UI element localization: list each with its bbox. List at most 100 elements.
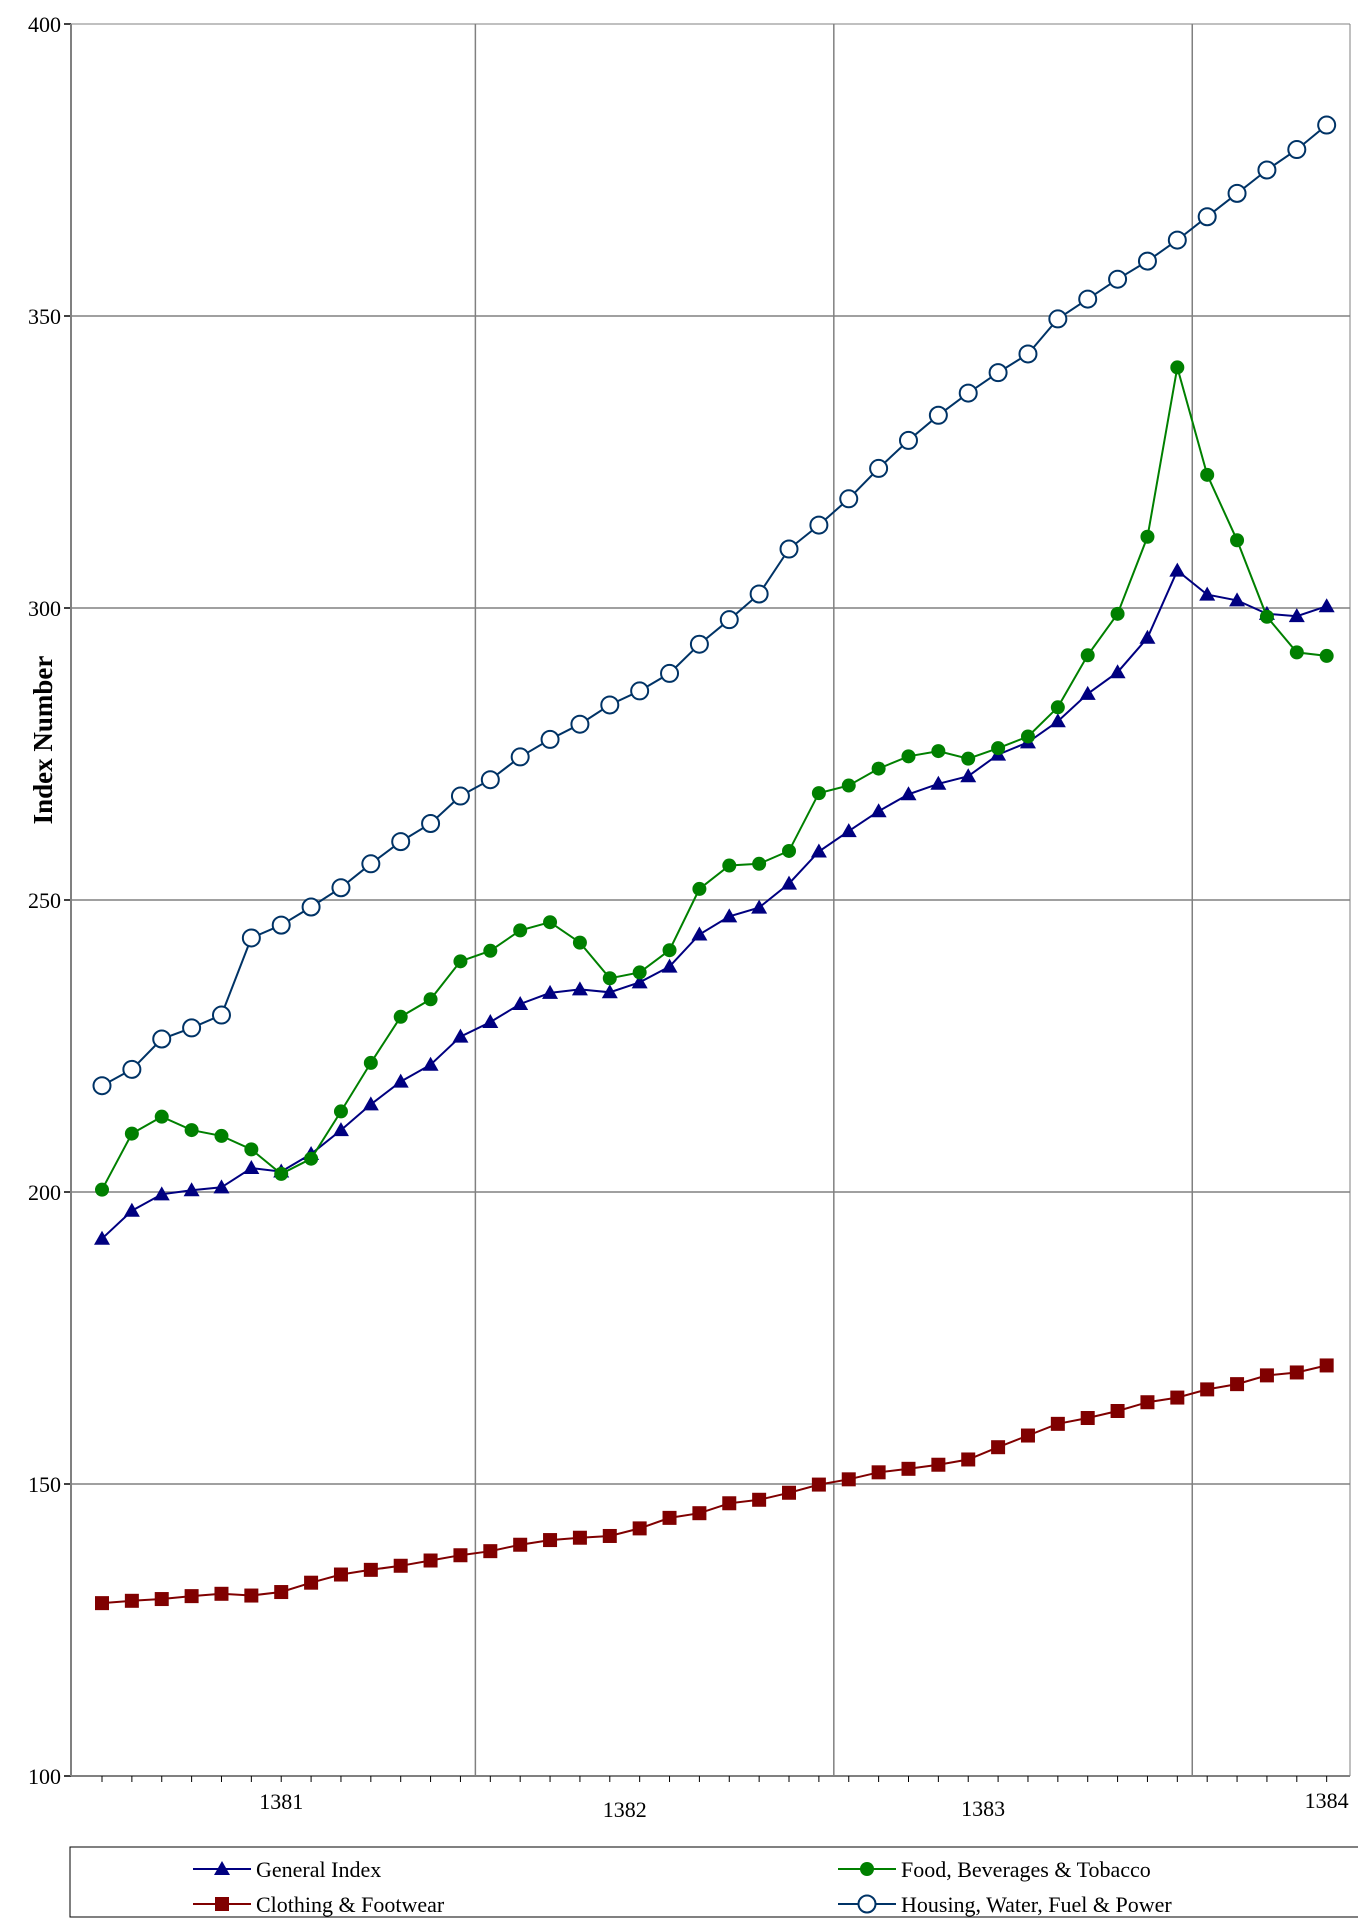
data-point — [692, 1506, 707, 1521]
data-point — [124, 1126, 139, 1141]
data-point — [721, 908, 738, 923]
legend-marker — [215, 1897, 229, 1911]
data-point — [512, 995, 529, 1010]
data-point — [1200, 1382, 1215, 1397]
data-point — [1287, 140, 1307, 160]
data-point — [1230, 1377, 1245, 1392]
legend: General Index Food, Beverages & Tobacco Cl… — [69, 1846, 1358, 1918]
data-point — [1200, 467, 1215, 482]
data-point — [988, 363, 1008, 383]
data-point — [928, 405, 948, 425]
data-point — [241, 928, 261, 948]
data-point — [1108, 269, 1128, 289]
data-point — [391, 832, 411, 852]
data-point — [304, 1575, 319, 1590]
data-point — [572, 1530, 587, 1545]
x-tick-label: 1382 — [603, 1797, 647, 1822]
data-point — [1230, 533, 1245, 548]
data-point — [1110, 606, 1125, 621]
y-tick-label: 300 — [28, 596, 61, 621]
data-point — [95, 1182, 109, 1197]
legend-item-housing-water-fuel-power: Housing, Water, Fuel & Power — [838, 1892, 1172, 1917]
data-point — [1197, 207, 1217, 227]
data-point — [1080, 648, 1095, 663]
data-point — [1020, 729, 1035, 744]
legend-item-general-index: General Index — [193, 1857, 381, 1882]
data-point — [751, 899, 768, 914]
data-point — [483, 943, 498, 958]
data-point — [1140, 529, 1155, 544]
grid-lines — [71, 24, 1350, 1776]
data-point — [542, 984, 559, 999]
data-point — [1227, 183, 1247, 203]
data-point — [95, 1596, 109, 1611]
data-point — [1079, 685, 1096, 700]
data-point — [1137, 251, 1157, 271]
data-point — [1289, 1365, 1304, 1380]
series-housing-water-fuel-power — [92, 115, 1337, 1096]
data-point — [214, 1586, 229, 1601]
data-point — [1199, 586, 1216, 601]
data-point — [722, 858, 737, 873]
data-point — [991, 1440, 1006, 1455]
data-point — [752, 856, 767, 871]
y-tick-label: 250 — [28, 888, 61, 913]
data-point — [123, 1202, 140, 1217]
data-point — [1318, 598, 1335, 613]
y-tick-label: 400 — [28, 12, 61, 37]
data-point — [662, 1510, 677, 1525]
legend-label: Clothing & Footwear — [256, 1892, 445, 1917]
data-point — [480, 770, 500, 790]
data-point — [661, 958, 678, 973]
data-point — [1319, 648, 1334, 663]
y-tick-label: 200 — [28, 1180, 61, 1205]
legend-marker — [214, 1861, 230, 1875]
data-point — [243, 1160, 260, 1175]
data-point — [931, 744, 946, 759]
data-point — [719, 610, 739, 630]
data-point — [1050, 1416, 1065, 1431]
data-point — [961, 751, 976, 766]
data-point — [1259, 1368, 1274, 1383]
data-point — [869, 458, 889, 478]
data-point — [841, 778, 856, 793]
data-point — [183, 1182, 200, 1197]
data-point — [1140, 1395, 1155, 1410]
data-point — [840, 823, 857, 838]
data-point — [452, 1028, 469, 1043]
data-point — [931, 1457, 946, 1472]
data-point — [94, 1230, 110, 1245]
data-point — [361, 854, 381, 874]
data-point — [333, 1567, 348, 1582]
legend-item-food-beverages-tobacco: Food, Beverages & Tobacco — [838, 1857, 1151, 1882]
data-point — [631, 974, 648, 989]
data-point — [304, 1151, 319, 1166]
data-point — [423, 1553, 438, 1568]
data-point — [722, 1496, 737, 1511]
data-point — [1080, 1411, 1095, 1426]
data-point — [632, 965, 647, 980]
data-point — [331, 878, 351, 898]
data-point — [513, 923, 528, 938]
data-point — [1288, 608, 1305, 623]
data-point — [543, 1533, 558, 1548]
data-point — [660, 663, 680, 683]
data-point — [362, 1096, 379, 1111]
data-point — [630, 681, 650, 701]
data-point — [1169, 562, 1186, 577]
data-point — [900, 786, 917, 801]
data-point — [154, 1592, 169, 1607]
data-point — [1020, 1428, 1035, 1443]
data-point — [779, 539, 799, 559]
y-tick-labels: 100 150 200 250 300 350 400 — [28, 12, 61, 1789]
series-general-index — [94, 562, 1335, 1245]
data-point — [570, 714, 590, 734]
data-point — [572, 935, 587, 950]
data-point — [1109, 664, 1126, 679]
data-point — [482, 1014, 499, 1029]
data-series — [92, 115, 1337, 1611]
data-point — [1317, 115, 1337, 135]
data-point — [811, 786, 826, 801]
data-point — [749, 584, 769, 604]
